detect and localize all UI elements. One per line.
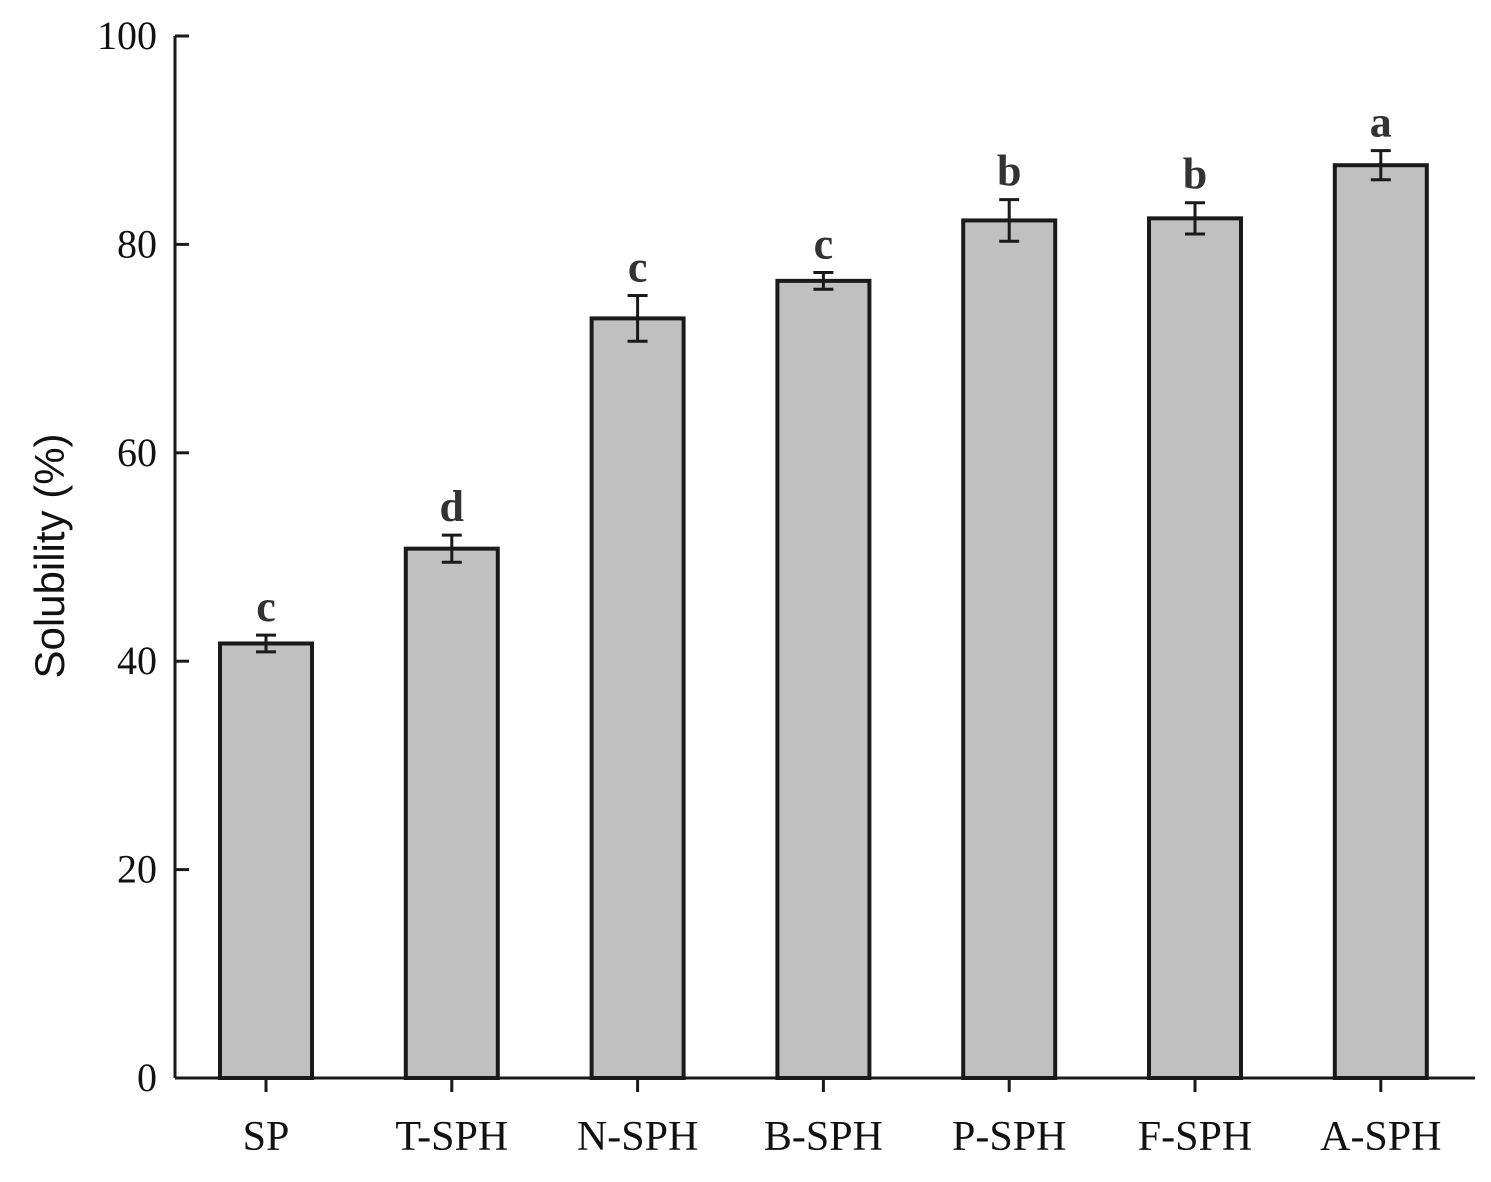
y-tick-label: 100 bbox=[97, 13, 157, 58]
y-tick-label: 20 bbox=[117, 847, 157, 892]
y-tick-label: 60 bbox=[117, 430, 157, 475]
y-tick-label: 80 bbox=[117, 221, 157, 266]
y-tick-label: 0 bbox=[137, 1055, 157, 1100]
bar bbox=[1147, 216, 1243, 1081]
y-tick-label: 40 bbox=[117, 638, 157, 683]
bar bbox=[1332, 163, 1429, 1080]
significance-label: c bbox=[628, 242, 648, 291]
significance-letters: c d c c b b a bbox=[256, 98, 1392, 632]
x-tick-label: F-SPH bbox=[1138, 1114, 1252, 1160]
bar bbox=[961, 218, 1058, 1080]
x-axis-ticks: SP T-SPH N-SPH B-SPH P-SPH F-SPH A-SPH bbox=[243, 1078, 1441, 1160]
significance-label: c bbox=[814, 220, 834, 269]
x-tick-label: B-SPH bbox=[764, 1114, 883, 1160]
bar bbox=[775, 278, 872, 1080]
x-tick-label: N-SPH bbox=[577, 1114, 698, 1160]
x-tick-label: SP bbox=[243, 1114, 290, 1160]
error-bars bbox=[256, 149, 1391, 654]
bar bbox=[589, 316, 686, 1080]
significance-label: d bbox=[440, 482, 464, 531]
x-tick-label: A-SPH bbox=[1320, 1114, 1441, 1160]
significance-label: a bbox=[1370, 98, 1392, 147]
y-axis-ticks: 0 20 40 60 80 100 bbox=[97, 13, 189, 1100]
bars bbox=[218, 163, 1429, 1081]
significance-label: b bbox=[997, 147, 1021, 196]
x-tick-label: T-SPH bbox=[395, 1114, 508, 1160]
bar bbox=[403, 546, 500, 1080]
significance-label: b bbox=[1183, 150, 1207, 199]
significance-label: c bbox=[256, 582, 276, 631]
bar bbox=[218, 641, 314, 1081]
y-axis-title: Solubility (%) bbox=[26, 433, 73, 678]
x-tick-label: P-SPH bbox=[952, 1114, 1066, 1160]
